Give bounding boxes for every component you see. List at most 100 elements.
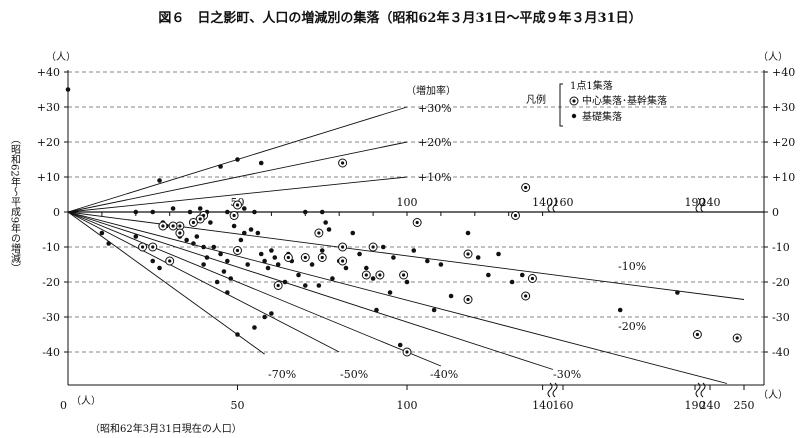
x-tick-label-bottom: 190 <box>685 399 706 412</box>
rate-line-label: +30% <box>418 102 452 115</box>
point-basic-settlement <box>617 307 623 313</box>
point-basic-settlement <box>387 290 393 295</box>
point-central-settlement-core <box>695 332 700 337</box>
point-central-settlement-core <box>168 259 172 263</box>
point-basic-settlement <box>303 209 308 215</box>
point-basic-settlement <box>496 251 501 257</box>
point-basic-settlement <box>150 258 156 264</box>
axis-break <box>695 197 706 213</box>
point-basic-settlement <box>397 342 403 348</box>
x-unit-right: （人） <box>758 389 788 401</box>
point-basic-settlement <box>262 258 267 264</box>
point-basic-settlement <box>465 230 471 236</box>
axis-break <box>547 382 558 398</box>
point-basic-settlement <box>282 279 288 285</box>
point-basic-settlement <box>187 209 193 215</box>
axis-break <box>547 197 558 213</box>
point-central-settlement-core <box>235 203 240 207</box>
x-tick-label-bottom: 240 <box>700 399 721 412</box>
point-basic-settlement <box>218 164 223 169</box>
point-central-settlement-core <box>378 273 382 277</box>
point-central-settlement-core <box>151 245 155 249</box>
point-basic-settlement <box>231 223 237 229</box>
point-basic-settlement <box>194 234 200 239</box>
point-basic-settlement <box>269 311 274 316</box>
x-tick-label-axis: 190 <box>685 196 706 209</box>
point-basic-settlement <box>370 276 376 281</box>
point-central-settlement-core <box>402 273 406 277</box>
point-basic-settlement <box>404 279 410 285</box>
rate-line-label: +20% <box>418 136 452 149</box>
point-central-settlement-core <box>513 213 518 218</box>
x-origin-label: 0 <box>60 399 67 412</box>
point-basic-settlement <box>272 255 278 260</box>
point-basic-settlement <box>448 293 454 299</box>
point-basic-settlement <box>225 258 230 264</box>
y-tick-label-left: -20 <box>42 276 60 289</box>
point-basic-settlement <box>675 290 680 295</box>
x-tick-label-bottom: 50 <box>231 399 245 412</box>
point-central-settlement-core <box>178 231 182 235</box>
point-basic-settlement <box>157 265 162 271</box>
point-basic-settlement <box>509 279 515 285</box>
point-basic-settlement <box>519 272 525 278</box>
point-central-settlement-core <box>735 336 739 340</box>
legend-item-central: 中心集落･基幹集落 <box>582 94 667 107</box>
legend-double-circle-outer <box>569 96 579 106</box>
x-axis-label: （昭和62年3月31日現在の人口） <box>90 422 242 435</box>
legend-title: 凡例 <box>526 93 546 106</box>
x-tick-label-axis: 100 <box>397 196 418 209</box>
point-basic-settlement <box>411 248 417 253</box>
y-unit-left: （人） <box>46 51 76 63</box>
x-unit-bottom: （人） <box>71 395 101 407</box>
point-basic-settlement <box>391 255 396 260</box>
y-tick-label-right: 0 <box>772 206 779 219</box>
y-tick-label-left: 0 <box>53 206 60 219</box>
point-basic-settlement <box>319 209 325 215</box>
point-central-settlement-core <box>303 255 307 260</box>
point-basic-settlement <box>343 265 349 271</box>
chart-title: 図６ 日之影町、人口の増減別の集落（昭和62年３月31日～平成９年３月31日） <box>158 10 641 26</box>
y-tick-label-right: -40 <box>772 346 790 359</box>
x-tick-label-axis: 240 <box>700 196 721 209</box>
legend-bracket <box>559 83 563 127</box>
point-central-settlement-core <box>235 248 240 253</box>
point-basic-settlement <box>228 276 234 281</box>
point-central-settlement-core <box>317 231 321 235</box>
point-basic-settlement <box>258 160 264 166</box>
point-central-settlement-core <box>530 276 535 281</box>
y-tick-label-right: -30 <box>772 311 790 324</box>
point-basic-settlement <box>245 262 250 267</box>
point-central-settlement-core <box>178 224 182 228</box>
y-tick-label-left: -30 <box>42 311 60 324</box>
y-tick-label-right: +30 <box>772 101 795 114</box>
rate-line-label: -20% <box>618 320 646 333</box>
rate-line-label: -40% <box>430 368 458 381</box>
legend-header: 1点1集落 <box>570 79 613 92</box>
rate-line <box>67 211 728 384</box>
point-central-settlement-core <box>364 273 368 277</box>
point-central-settlement-core <box>340 161 345 165</box>
y-tick-label-right: +10 <box>772 171 795 184</box>
axes <box>64 70 768 398</box>
point-basic-settlement <box>218 251 223 257</box>
point-basic-settlement <box>241 206 247 211</box>
rate-header: （増加率） <box>406 84 456 97</box>
point-basic-settlement <box>184 237 189 243</box>
axis-break <box>695 382 706 398</box>
point-basic-settlement <box>201 244 206 250</box>
point-basic-settlement <box>225 209 230 215</box>
point-central-settlement-core <box>140 245 145 249</box>
point-basic-settlement <box>235 157 240 162</box>
point-central-settlement-core <box>371 245 375 249</box>
legend-item-basic: 基礎集落 <box>582 110 622 123</box>
point-basic-settlement <box>326 227 332 232</box>
point-basic-settlement <box>303 283 308 288</box>
point-basic-settlement <box>438 262 444 267</box>
point-basic-settlement <box>201 262 206 267</box>
data-points <box>65 87 742 357</box>
point-basic-settlement <box>211 244 217 250</box>
y-tick-label-left: -10 <box>42 241 60 254</box>
point-basic-settlement <box>150 209 156 215</box>
